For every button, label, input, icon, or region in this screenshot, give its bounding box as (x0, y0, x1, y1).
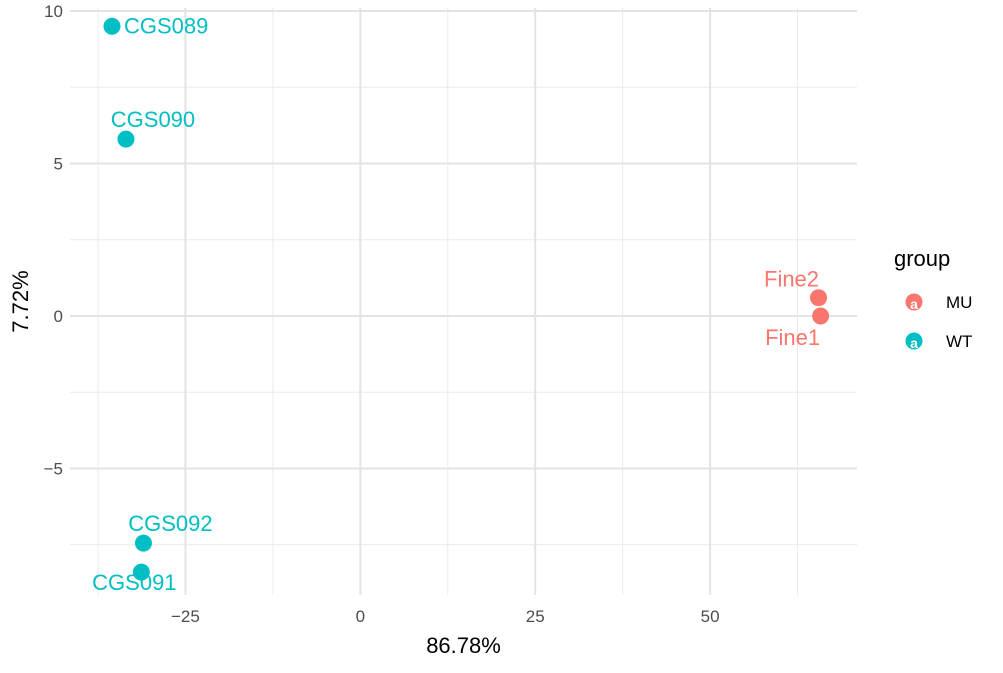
y-tick-labels: −5 0 5 10 (44, 2, 63, 478)
x-tick-label: −25 (171, 607, 200, 626)
point-label-fine2: Fine2 (764, 267, 819, 292)
point-label-cgs090: CGS090 (111, 107, 195, 132)
y-tick-label: 5 (54, 155, 63, 174)
legend-items: a MU a WT (905, 293, 972, 351)
point-fine1 (812, 307, 830, 325)
y-tick-label: −5 (44, 459, 63, 478)
legend-key-glyph: a (910, 335, 918, 351)
x-tick-label: 25 (526, 607, 545, 626)
point-label-cgs089: CGS089 (124, 13, 208, 38)
legend-key-wt (905, 332, 923, 350)
legend-key-mu (905, 293, 923, 311)
point-fine2 (810, 289, 828, 307)
point-cgs091 (132, 563, 150, 581)
y-tick-label: 0 (54, 307, 63, 326)
legend-label-wt: WT (946, 332, 972, 351)
x-tick-label: 50 (701, 607, 720, 626)
minor-gridlines (70, 8, 857, 595)
point-label-cgs092: CGS092 (128, 511, 212, 536)
legend: group a MU a WT (894, 246, 972, 351)
point-label-fine1: Fine1 (765, 325, 820, 350)
legend-label-mu: MU (946, 293, 972, 312)
point-cgs092 (134, 534, 152, 552)
legend-key-glyph: a (910, 296, 918, 312)
x-tick-labels: −25 0 25 50 (171, 607, 720, 626)
point-cgs089 (103, 17, 121, 35)
major-gridlines (70, 8, 857, 595)
x-axis-title: 86.78% (426, 633, 501, 658)
point-cgs090 (117, 130, 135, 148)
point-label-cgs091: CGS091 (92, 570, 176, 595)
y-tick-label: 10 (44, 2, 63, 21)
y-axis-title: 7.72% (8, 270, 33, 332)
data-points (103, 17, 830, 581)
legend-title: group (894, 246, 950, 271)
x-tick-label: 0 (356, 607, 365, 626)
point-labels: CGS089 CGS090 CGS092 CGS091 Fine2 Fine1 (92, 13, 820, 595)
